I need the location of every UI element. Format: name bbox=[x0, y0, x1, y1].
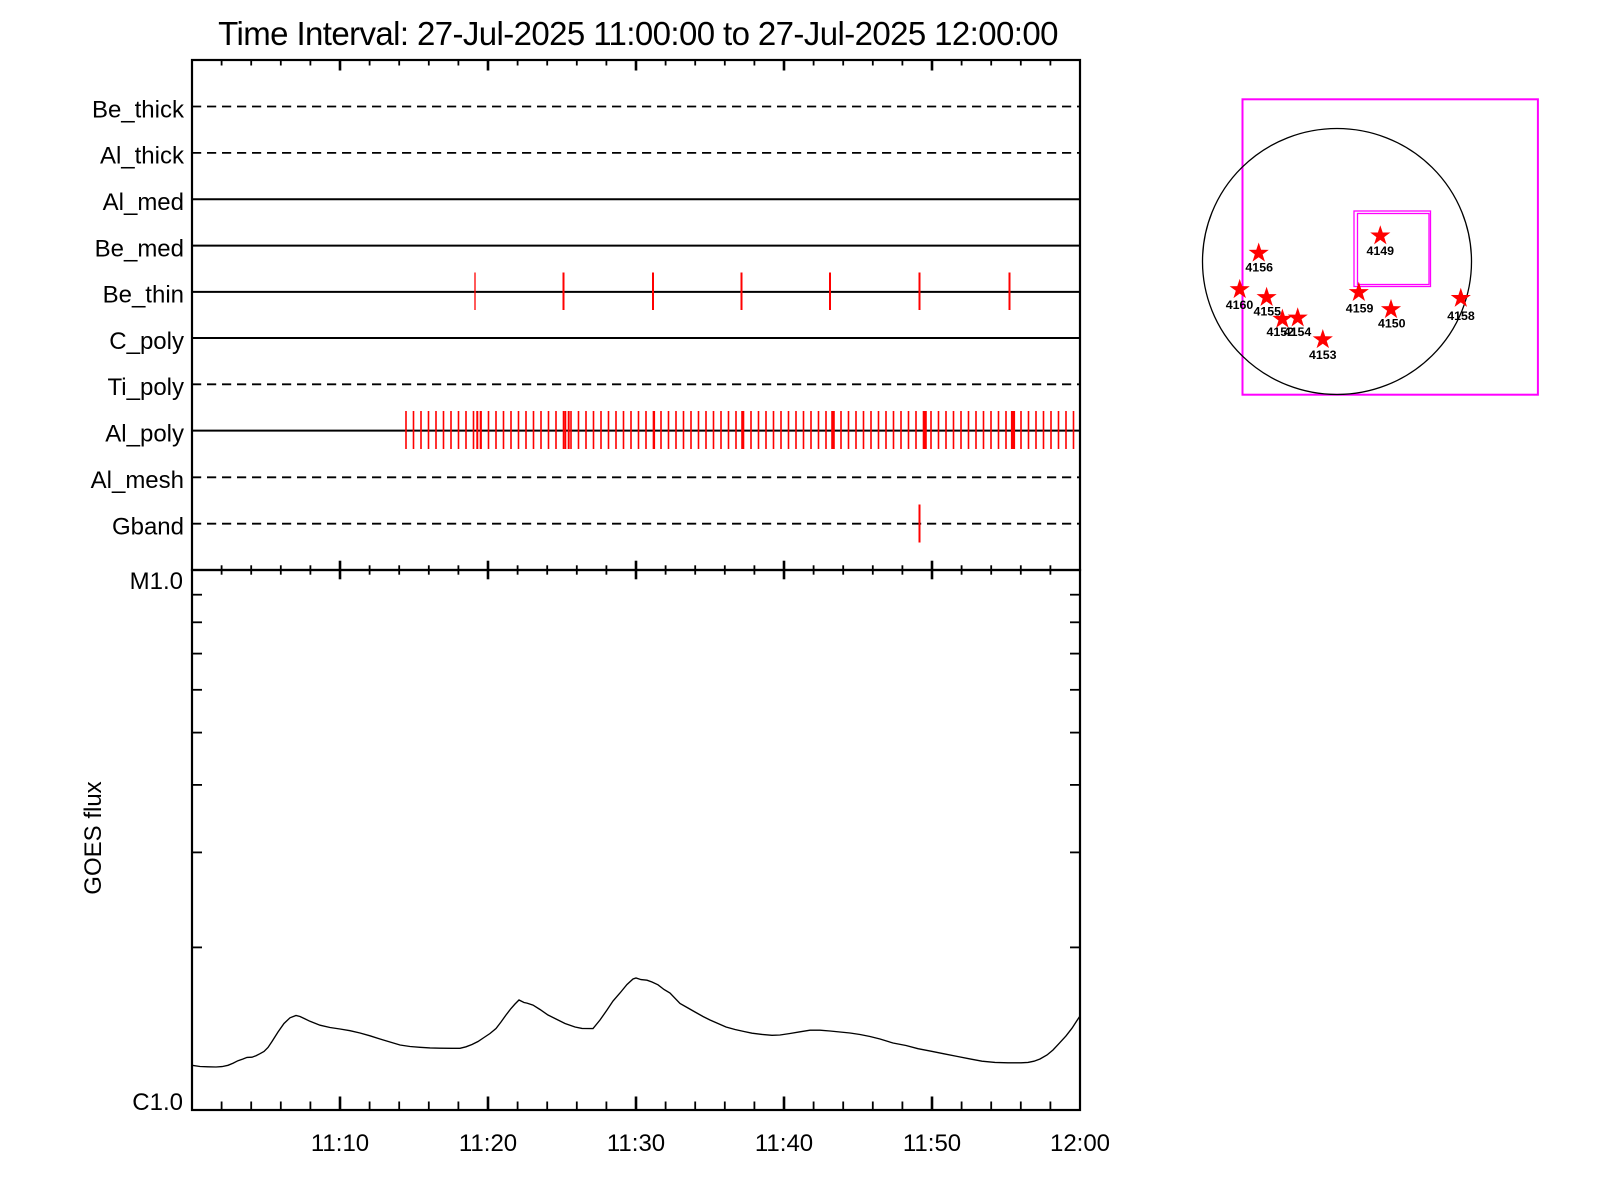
svg-text:Al_mesh: Al_mesh bbox=[91, 467, 184, 494]
svg-text:12:00: 12:00 bbox=[1050, 1130, 1110, 1157]
svg-text:11:40: 11:40 bbox=[755, 1130, 813, 1157]
svg-text:Al_thick: Al_thick bbox=[100, 143, 185, 170]
svg-text:Ti_poly: Ti_poly bbox=[108, 374, 184, 401]
svg-text:4156: 4156 bbox=[1245, 261, 1273, 275]
svg-text:4158: 4158 bbox=[1447, 309, 1475, 323]
svg-text:Be_med: Be_med bbox=[95, 235, 184, 262]
svg-text:Al_med: Al_med bbox=[103, 189, 184, 216]
svg-text:4150: 4150 bbox=[1378, 316, 1406, 330]
svg-text:11:10: 11:10 bbox=[311, 1130, 369, 1157]
svg-text:Gband: Gband bbox=[112, 514, 184, 541]
svg-text:4152: 4152 bbox=[1267, 325, 1295, 339]
svg-text:C1.0: C1.0 bbox=[132, 1089, 183, 1116]
svg-text:Be_thin: Be_thin bbox=[103, 282, 184, 309]
svg-text:M1.0: M1.0 bbox=[130, 568, 183, 595]
svg-text:11:50: 11:50 bbox=[903, 1130, 961, 1157]
svg-text:GOES flux: GOES flux bbox=[80, 781, 107, 894]
svg-text:11:30: 11:30 bbox=[607, 1130, 665, 1157]
svg-text:4149: 4149 bbox=[1367, 244, 1395, 258]
svg-text:Be_thick: Be_thick bbox=[92, 96, 185, 123]
svg-text:4155: 4155 bbox=[1254, 305, 1282, 319]
svg-text:4153: 4153 bbox=[1309, 348, 1337, 362]
svg-text:Al_poly: Al_poly bbox=[105, 420, 184, 447]
svg-text:4154: 4154 bbox=[1284, 325, 1312, 339]
svg-text:4159: 4159 bbox=[1346, 302, 1374, 316]
svg-text:11:20: 11:20 bbox=[459, 1130, 517, 1157]
svg-text:C_poly: C_poly bbox=[109, 328, 184, 355]
svg-text:4160: 4160 bbox=[1226, 298, 1254, 312]
svg-text:Time Interval: 27-Jul-2025 11:: Time Interval: 27-Jul-2025 11:00:00 to 2… bbox=[218, 15, 1058, 52]
